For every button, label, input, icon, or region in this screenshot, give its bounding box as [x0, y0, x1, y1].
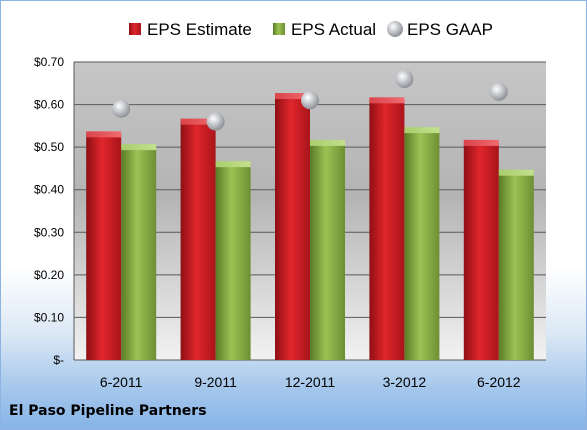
bar-eps-estimate-cap	[369, 97, 405, 104]
bar-eps-estimate	[275, 96, 310, 361]
bar-eps-estimate-cap	[86, 131, 122, 138]
legend-eps-estimate-swatch	[129, 23, 141, 35]
y-axis-ticks: $- $0.10 $0.20 $0.30 $0.40 $0.50 $0.60 $0.70	[34, 55, 64, 367]
legend-eps-actual-swatch	[273, 23, 285, 35]
bar-eps-actual-cap	[404, 127, 440, 134]
y-tick-label: $0.60	[34, 98, 64, 112]
marker-eps-gaap	[489, 82, 508, 101]
bar-eps-actual-cap	[310, 139, 345, 146]
legend-eps-estimate-label: EPS Estimate	[147, 20, 252, 39]
bar-eps-estimate-cap	[275, 93, 310, 100]
bar-eps-estimate-cap	[463, 139, 499, 146]
company-name: El Paso Pipeline Partners	[9, 403, 207, 419]
bar-eps-estimate	[86, 134, 122, 360]
bar-eps-actual	[121, 147, 157, 360]
bar-eps-actual-cap	[121, 144, 157, 151]
marker-eps-gaap	[301, 91, 319, 110]
x-tick-label: 6-2012	[477, 374, 521, 390]
bars	[86, 93, 534, 361]
bar-eps-estimate	[369, 100, 405, 361]
x-tick-label: 12-2011	[285, 374, 336, 390]
bar-eps-estimate-cap	[180, 118, 216, 125]
bar-eps-actual	[310, 142, 345, 360]
y-tick-label: $0.50	[34, 140, 64, 154]
x-tick-label: 9-2011	[194, 374, 237, 390]
x-tick-label: 6-2011	[100, 374, 143, 390]
bar-eps-actual	[404, 130, 440, 360]
x-axis-ticks: 6-2011 9-2011 12-2011 3-2012 6-2012	[100, 374, 521, 390]
gaap-markers	[112, 70, 508, 131]
bar-eps-actual	[215, 164, 251, 360]
marker-eps-gaap	[112, 99, 131, 118]
marker-eps-gaap	[206, 112, 225, 131]
legend: EPS Estimate EPS Actual EPS GAAP	[129, 20, 493, 39]
bar-eps-actual-cap	[215, 161, 251, 168]
bar-eps-actual	[498, 172, 534, 360]
y-tick-label: $-	[53, 353, 64, 367]
bar-eps-estimate	[463, 142, 499, 360]
y-tick-label: $0.30	[34, 225, 64, 239]
y-tick-label: $0.20	[34, 268, 64, 282]
y-tick-label: $0.10	[34, 310, 64, 324]
y-tick-label: $0.70	[34, 55, 64, 69]
bar-eps-actual-cap	[498, 169, 534, 176]
x-tick-label: 3-2012	[383, 374, 427, 390]
legend-eps-actual-label: EPS Actual	[291, 20, 376, 39]
legend-eps-gaap-label: EPS GAAP	[407, 20, 493, 39]
marker-eps-gaap	[395, 70, 414, 89]
legend-eps-gaap-swatch	[387, 21, 403, 37]
y-tick-label: $0.40	[34, 183, 64, 197]
bar-eps-estimate	[180, 121, 216, 360]
